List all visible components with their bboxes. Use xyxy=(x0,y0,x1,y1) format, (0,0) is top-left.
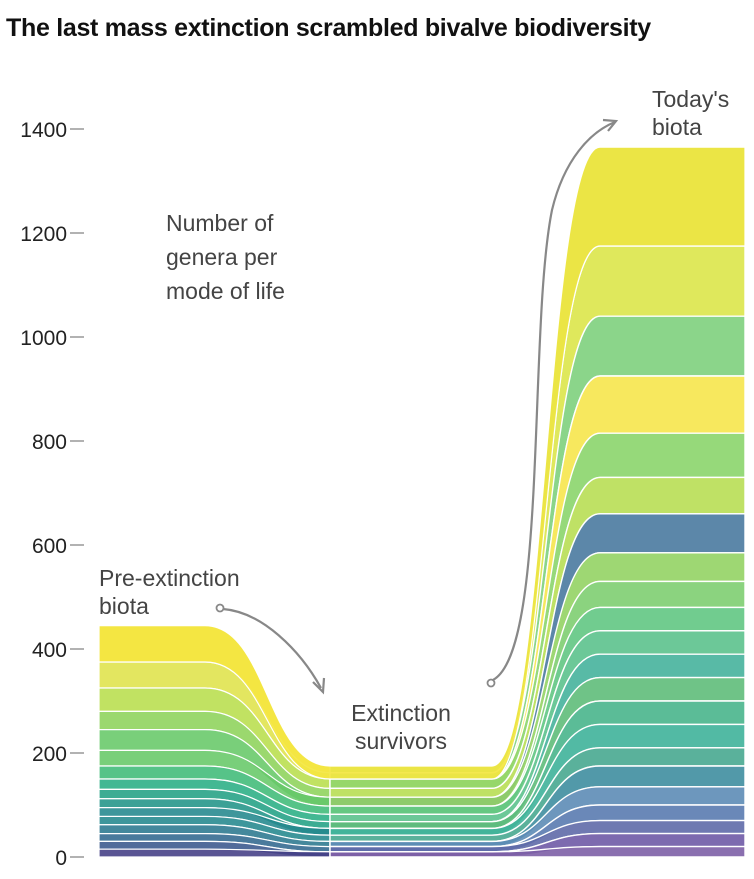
label-title: Number of genera per mode of life xyxy=(166,210,285,304)
today-arrow-tail xyxy=(486,678,496,688)
annotations: Number of genera per mode of life Pre-extin… xyxy=(99,86,729,754)
pre-arrow-tail xyxy=(215,603,225,613)
y-axis: 0 200 400 600 800 1000 1200 1400 xyxy=(20,119,84,870)
y-tick-label: 200 xyxy=(32,743,67,766)
today-arrow-head xyxy=(602,118,619,132)
pre-arrow xyxy=(222,607,322,689)
pre-arrow-head xyxy=(312,677,326,695)
y-tick-label: 0 xyxy=(55,847,67,870)
y-tick-label: 1200 xyxy=(20,223,67,246)
pre-extinction-label: Pre-extinction biota xyxy=(99,565,240,619)
y-tick-label: 1000 xyxy=(20,327,67,350)
top-series-band xyxy=(98,146,746,780)
chart-title: The last mass extinction scrambled bival… xyxy=(6,14,651,42)
y-tick-label: 600 xyxy=(32,535,67,558)
y-tick-label: 1400 xyxy=(20,119,67,142)
y-tick-label: 400 xyxy=(32,639,67,662)
today-arrow xyxy=(492,120,616,681)
today-label: Today's biota xyxy=(652,86,729,140)
today-band xyxy=(329,845,746,858)
flow-bands xyxy=(98,146,746,858)
survivors-label: Extinction survivors xyxy=(351,700,451,754)
y-tick-label: 800 xyxy=(32,431,67,454)
